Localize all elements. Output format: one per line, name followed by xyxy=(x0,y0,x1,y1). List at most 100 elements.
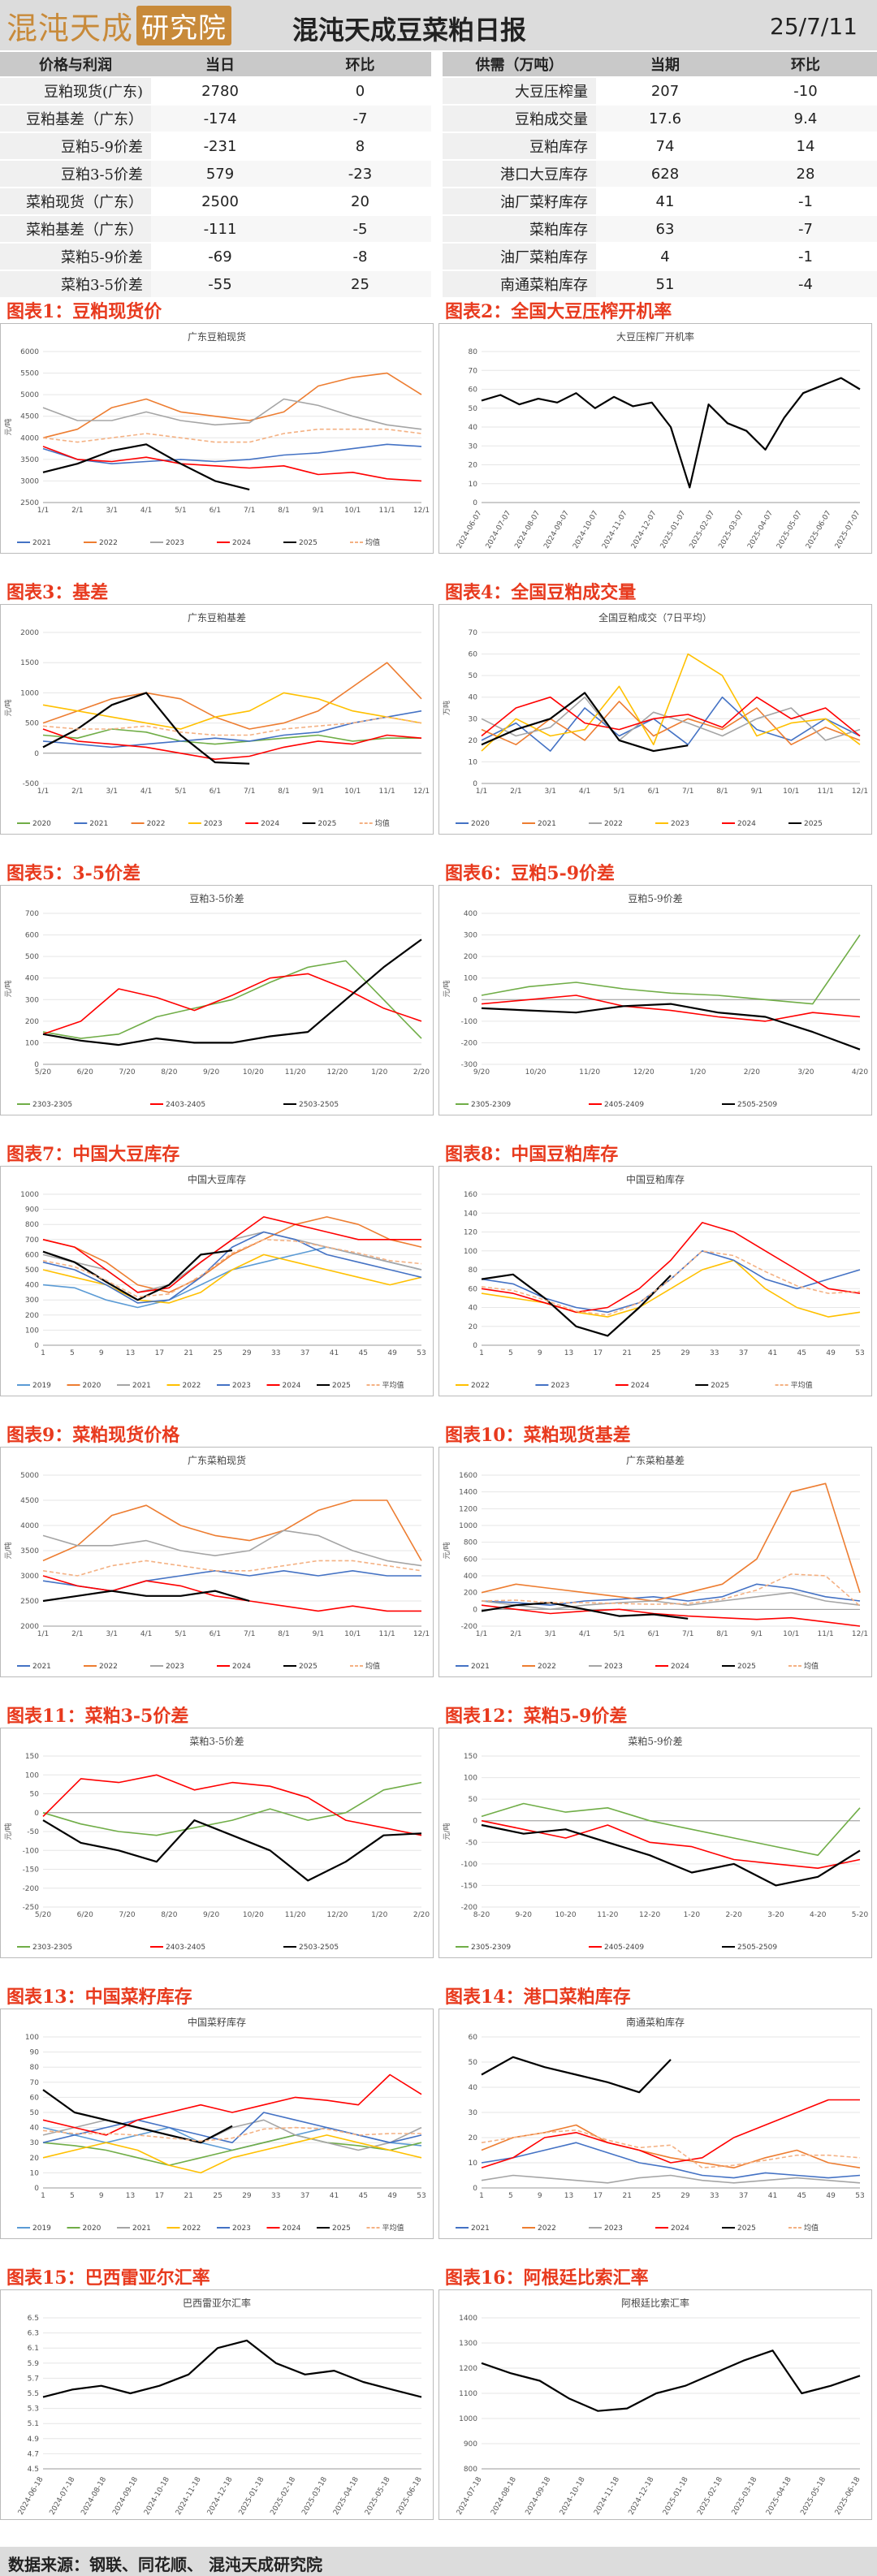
y-tick-label: -100 xyxy=(461,1018,478,1026)
y-tick-label: 5500 xyxy=(20,370,39,378)
chart-frame: 中国豆粕库存 0 20 40 60 80 100 120 140 160 1 5 9 13 17 21 25 29… xyxy=(438,1166,872,1396)
series-line xyxy=(481,1222,861,1314)
y-axis-label: 万吨 xyxy=(442,701,451,715)
x-tick-label: 4-20 xyxy=(810,1911,827,1919)
y-tick-label: 40 xyxy=(469,1305,478,1313)
table-cell: 豆粕成交量 xyxy=(443,105,596,133)
y-tick-label: 20 xyxy=(469,462,478,470)
x-tick-label: 12/20 xyxy=(326,1068,348,1077)
chart-frame: 大豆压榨厂开机率 0 10 20 30 40 50 60 70 80 2024-06-07 2024-… xyxy=(438,323,872,554)
x-tick-label: 8/1 xyxy=(278,787,289,796)
table-cell: -10 xyxy=(734,77,877,106)
y-tick-label: 1400 xyxy=(459,1489,477,1497)
table-cell: 8 xyxy=(289,132,431,161)
chart-title: 中国豆粕库存 xyxy=(626,1173,685,1185)
panel-title: 图表5：3-5价差 xyxy=(6,863,141,884)
y-tick-label: -50 xyxy=(465,1839,477,1847)
table-cell: -4 xyxy=(734,270,877,299)
x-tick-label: 21 xyxy=(623,2192,632,2200)
x-tick-label: 2024-09-18 xyxy=(111,2475,140,2517)
y-tick-label: 4000 xyxy=(20,1522,39,1530)
x-tick-label: 10/1 xyxy=(344,507,361,515)
y-tick-label: 0 xyxy=(473,780,477,788)
x-tick-label: 10/20 xyxy=(243,1068,264,1077)
x-tick-label: 1/1 xyxy=(476,1630,487,1638)
x-tick-label: 10/1 xyxy=(344,787,361,796)
legend-label: 2403-2405 xyxy=(166,1944,205,1952)
x-tick-label: 1 xyxy=(41,2192,45,2200)
y-tick-label: 6.3 xyxy=(28,2330,39,2338)
table-row: 豆粕现货(广东) 2780 0 大豆压榨量 207 -10 xyxy=(0,77,877,106)
chart-frame: 菜粕5-9价差 -200 -150 -100 -50 0 50 100 150 元/吨 8-20 9-… xyxy=(438,1728,872,1958)
x-tick-label: 4/1 xyxy=(140,787,152,796)
legend-label: 2023 xyxy=(551,1382,569,1390)
y-tick-label: 5000 xyxy=(20,1472,39,1480)
y-tick-label: 90 xyxy=(30,2049,40,2057)
y-tick-label: 0 xyxy=(473,996,477,1004)
table-cell: 油厂菜粕库存 xyxy=(443,243,596,271)
y-tick-label: 0 xyxy=(473,1342,477,1350)
table-cell: 25 xyxy=(289,270,431,299)
y-tick-label: 60 xyxy=(30,2094,40,2102)
table-row: 菜粕5-9价差 -69 -8 油厂菜粕库存 4 -1 xyxy=(0,243,877,271)
y-tick-label: 400 xyxy=(464,910,477,918)
chart-svg: 菜粕5-9价差 -200 -150 -100 -50 0 50 100 150 元/吨 8-20 9-… xyxy=(442,1735,868,1952)
series-line xyxy=(481,696,861,737)
y-tick-label: 50 xyxy=(30,2109,40,2117)
chart-frame: 广东菜粕现货 2000 2500 3000 3500 4000 4500 5000 元/吨 1/1… xyxy=(0,1447,434,1677)
x-tick-label: 11/1 xyxy=(379,787,395,796)
chart-title: 南通菜粕库存 xyxy=(626,2016,685,2028)
y-tick-label: 50 xyxy=(469,2059,478,2067)
y-tick-label: 600 xyxy=(464,1556,477,1564)
table-cell: 2780 xyxy=(151,77,289,106)
y-tick-label: 100 xyxy=(25,1327,39,1335)
footer-source: 数据来源：钢联、同花顺、 混沌天成研究院 xyxy=(0,2547,877,2576)
x-tick-label: 1/1 xyxy=(37,787,49,796)
y-tick-label: 60 xyxy=(469,1285,478,1293)
panel-title: 图表4：全国豆粕成交量 xyxy=(445,582,637,603)
x-tick-label: 17 xyxy=(594,1349,603,1357)
y-tick-label: 10 xyxy=(469,758,478,766)
y-tick-label: 200 xyxy=(464,1590,477,1598)
x-tick-label: 7/1 xyxy=(244,1630,255,1638)
panel-title: 图表1：豆粕现货价 xyxy=(6,301,162,322)
x-tick-label: 9-20 xyxy=(516,1911,533,1919)
x-tick-label: 8/20 xyxy=(161,1068,177,1077)
table-cell: 南通菜粕库存 xyxy=(443,270,596,299)
legend-label: 平均值 xyxy=(791,1380,813,1390)
y-tick-label: 800 xyxy=(464,2466,477,2474)
legend-label: 2021 xyxy=(132,2224,151,2233)
x-tick-label: 53 xyxy=(855,1349,864,1357)
chart-svg: 阿根廷比索汇率 800 900 1000 1100 1200 1300 1400 2024-07… xyxy=(456,2297,862,2517)
legend-label: 2405-2409 xyxy=(604,1944,644,1952)
x-tick-label: 29 xyxy=(242,2192,252,2200)
series-line xyxy=(42,960,422,1039)
x-tick-label: 11/20 xyxy=(579,1068,600,1077)
y-tick-label: 6000 xyxy=(20,348,39,356)
x-tick-label: 2024-10-18 xyxy=(559,2475,587,2517)
x-tick-label: 49 xyxy=(387,2192,397,2200)
legend-label: 均值 xyxy=(375,818,390,828)
chart-title: 中国大豆库存 xyxy=(188,1173,246,1185)
x-tick-label: 53 xyxy=(417,1349,426,1357)
x-tick-label: 8-20 xyxy=(473,1911,490,1919)
x-tick-label: 45 xyxy=(359,1349,368,1357)
y-tick-label: 1500 xyxy=(20,659,39,667)
y-tick-label: 800 xyxy=(25,1221,39,1229)
x-tick-label: 4/1 xyxy=(579,787,590,796)
y-tick-label: 20 xyxy=(30,2155,40,2163)
legend-label: 2022 xyxy=(183,2224,201,2233)
x-tick-label: 12/20 xyxy=(633,1068,655,1077)
legend-label: 2023 xyxy=(604,1663,623,1671)
x-tick-label: 7/20 xyxy=(119,1068,135,1077)
x-tick-label: 21 xyxy=(623,1349,632,1357)
x-tick-label: 9 xyxy=(538,2192,542,2200)
footer-text: 数据来源：钢联、同花顺、 混沌天成研究院 xyxy=(8,2555,322,2574)
y-tick-label: 800 xyxy=(464,1539,477,1547)
x-tick-label: 13 xyxy=(126,1349,135,1357)
x-tick-label: 12/1 xyxy=(852,1630,868,1638)
legend-label: 2020 xyxy=(83,1382,102,1390)
x-tick-label: 9/20 xyxy=(203,1068,219,1077)
x-tick-label: 10/20 xyxy=(243,1911,264,1919)
table-cell: -69 xyxy=(151,243,289,271)
